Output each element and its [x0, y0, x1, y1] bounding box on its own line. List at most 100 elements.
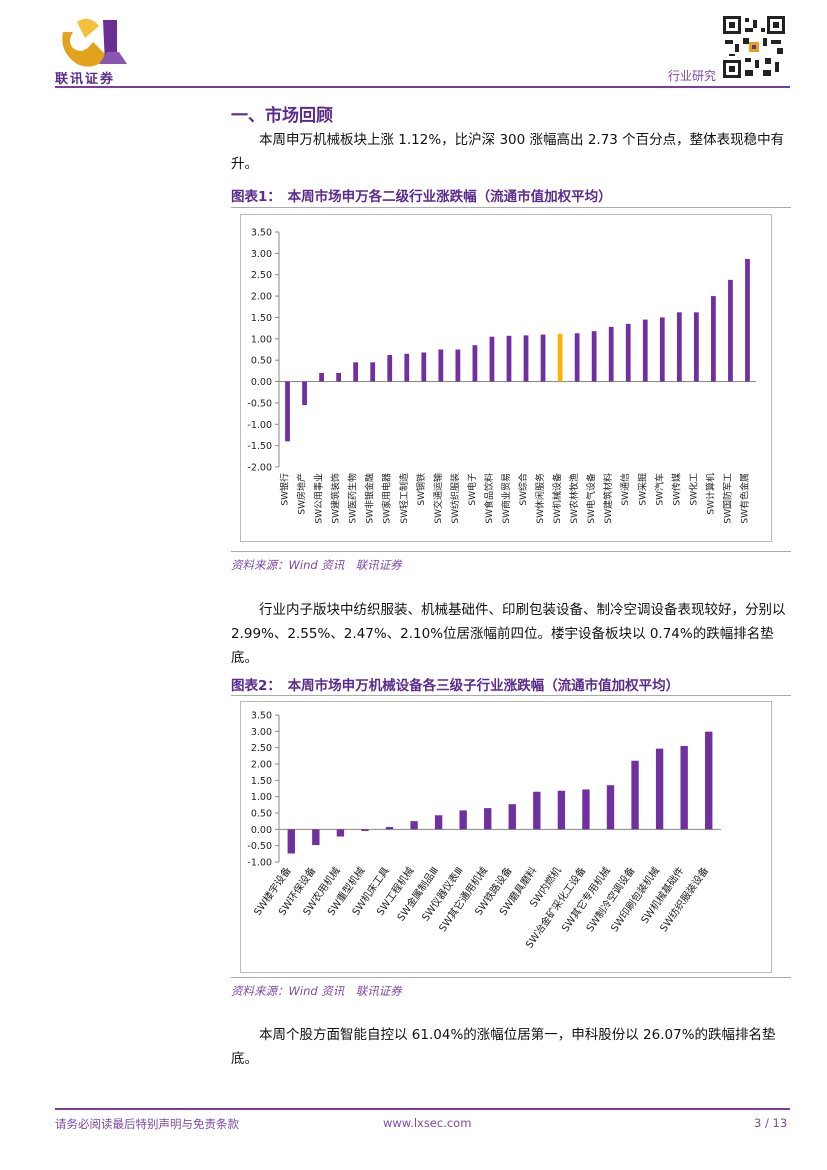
y-tick-label: 0.00 — [251, 377, 272, 388]
x-category-label: SW电子 — [466, 473, 478, 506]
footer-disclaimer[interactable]: 请务必阅读最后特别声明与免责条款 — [55, 1117, 239, 1131]
x-category-label: SW公用事业 — [313, 473, 325, 524]
bar — [680, 746, 688, 830]
x-category-label: SW商业贸易 — [500, 473, 512, 524]
bar — [606, 785, 615, 830]
bar — [312, 829, 320, 846]
bar — [557, 790, 566, 830]
x-category-label: SW医药生物 — [347, 473, 359, 524]
bar — [631, 760, 639, 830]
x-category-label: SW纺织服装 — [449, 473, 461, 524]
bar — [705, 731, 713, 830]
x-category-label: SW建筑装饰 — [330, 473, 342, 524]
bar — [287, 829, 295, 854]
bar — [693, 312, 699, 382]
company-logo: 联讯证券 — [55, 12, 135, 87]
bar — [472, 345, 478, 382]
figure-2-bottom-rule — [231, 977, 791, 978]
bar — [421, 352, 427, 382]
footer-divider — [55, 1108, 790, 1110]
x-category-label: SW休闲服务 — [534, 473, 546, 524]
y-tick-label: 0.50 — [251, 809, 272, 820]
bar — [506, 335, 512, 382]
bar — [459, 810, 467, 830]
bar — [370, 362, 376, 382]
y-tick-label: 2.00 — [251, 292, 272, 303]
paragraph-1: 本周申万机械板块上涨 1.12%，比沪深 300 涨幅高出 2.73 个百分点，… — [231, 132, 785, 172]
figure-1-top-rule — [231, 207, 791, 208]
logo-mark-icon — [62, 18, 127, 67]
bar — [582, 789, 590, 830]
bar — [745, 258, 750, 382]
y-tick-label: 2.50 — [251, 270, 272, 281]
bar — [608, 326, 614, 382]
bar — [659, 317, 665, 382]
bar — [676, 312, 682, 382]
bar — [361, 829, 369, 831]
bar — [489, 336, 495, 382]
bar — [540, 334, 546, 382]
x-category-label: SW传媒 — [670, 473, 682, 506]
figure-2-frame: 3.50 3.00 2.50 2.00 1.50 1.00 0.50 0.00 -0.50 -1.… — [240, 701, 772, 973]
bar — [533, 791, 541, 830]
y-tick-label: 1.50 — [251, 313, 272, 324]
bar — [711, 296, 716, 382]
y-tick-label: 0.00 — [251, 825, 272, 836]
x-category-label: SW综合 — [517, 473, 529, 506]
y-tick-label: 3.00 — [251, 727, 272, 738]
section-title: 一、市场回顾 — [231, 106, 333, 126]
x-category-label: SW交通运输 — [432, 473, 444, 524]
bar — [655, 748, 664, 830]
y-tick-label: 3.50 — [251, 711, 272, 722]
x-category-label: SW国防军工 — [721, 473, 733, 524]
y-tick-label: 3.50 — [251, 228, 272, 239]
bar — [508, 804, 516, 830]
y-tick-label: -1.50 — [247, 441, 272, 452]
x-category-label: SW非银金融 — [364, 473, 376, 524]
x-category-label: SW采掘 — [636, 473, 648, 506]
bar — [387, 355, 393, 382]
figure-1-source: 资料来源：Wind 资讯 联讯证券 — [231, 558, 402, 572]
bar — [336, 373, 342, 382]
x-category-label: SW建筑材料 — [602, 473, 614, 524]
x-category-label: SW食品饮料 — [483, 473, 495, 524]
bar — [625, 323, 631, 382]
bar — [574, 333, 580, 382]
x-category-label: SW家用电器 — [381, 473, 393, 524]
figure-2-caption: 图表2： 本周市场申万机械设备各三级子行业涨跌幅（流通市值加权平均） — [231, 678, 680, 694]
figure-2-source: 资料来源：Wind 资讯 联讯证券 — [231, 984, 402, 998]
y-tick-label: 1.00 — [251, 792, 272, 803]
chart-2: 3.50 3.00 2.50 2.00 1.50 1.00 0.50 0.00 -0.50 -1.… — [247, 711, 721, 951]
bar — [434, 815, 443, 830]
bar — [438, 349, 444, 382]
y-tick-label: 3.00 — [251, 249, 272, 260]
figure-1-caption: 图表1： 本周市场申万各二级行业涨跌幅（流通市值加权平均） — [231, 189, 612, 205]
y-tick-label: -0.50 — [247, 398, 272, 409]
x-category-label: SW钢铁 — [415, 473, 427, 506]
y-tick-label: -2.00 — [247, 463, 272, 474]
bar — [455, 349, 461, 382]
bar — [404, 353, 410, 382]
y-tick-label: 1.00 — [251, 334, 272, 345]
y-tick-label: -1.00 — [247, 420, 272, 431]
figure-1-bottom-rule — [231, 551, 791, 552]
x-category-label: SW电气设备 — [585, 473, 597, 524]
y-tick-label: 2.50 — [251, 743, 272, 754]
x-category-label: SW机械设备 — [551, 473, 563, 524]
x-category-label: SW化工 — [687, 473, 699, 506]
bar — [385, 827, 394, 830]
figure-1-frame: 3.50 3.00 2.50 2.00 1.50 1.00 0.50 0.00 -0.50 -1.… — [240, 214, 772, 542]
figure-2-top-rule — [231, 695, 791, 696]
bar — [591, 331, 597, 382]
y-tick-label: 1.50 — [251, 776, 272, 787]
y-tick-label: -1.00 — [247, 858, 272, 869]
x-category-label: SW轻工制造 — [398, 473, 410, 524]
bar — [319, 373, 324, 382]
footer-url[interactable]: www.lxsec.com — [383, 1116, 472, 1130]
x-category-label: SW通信 — [619, 473, 631, 506]
y-tick-label: 2.00 — [251, 760, 272, 771]
qr-code — [721, 14, 787, 80]
bar — [285, 381, 290, 442]
paragraph-3: 本周个股方面智能自控以 61.04%的涨幅位居第一，申科股份以 26.07%的跌… — [231, 1027, 776, 1067]
paragraph-2: 行业内子版块中纺织服装、机械基础件、印刷包装设备、制冷空调设备表现较好，分别以 … — [231, 602, 786, 666]
